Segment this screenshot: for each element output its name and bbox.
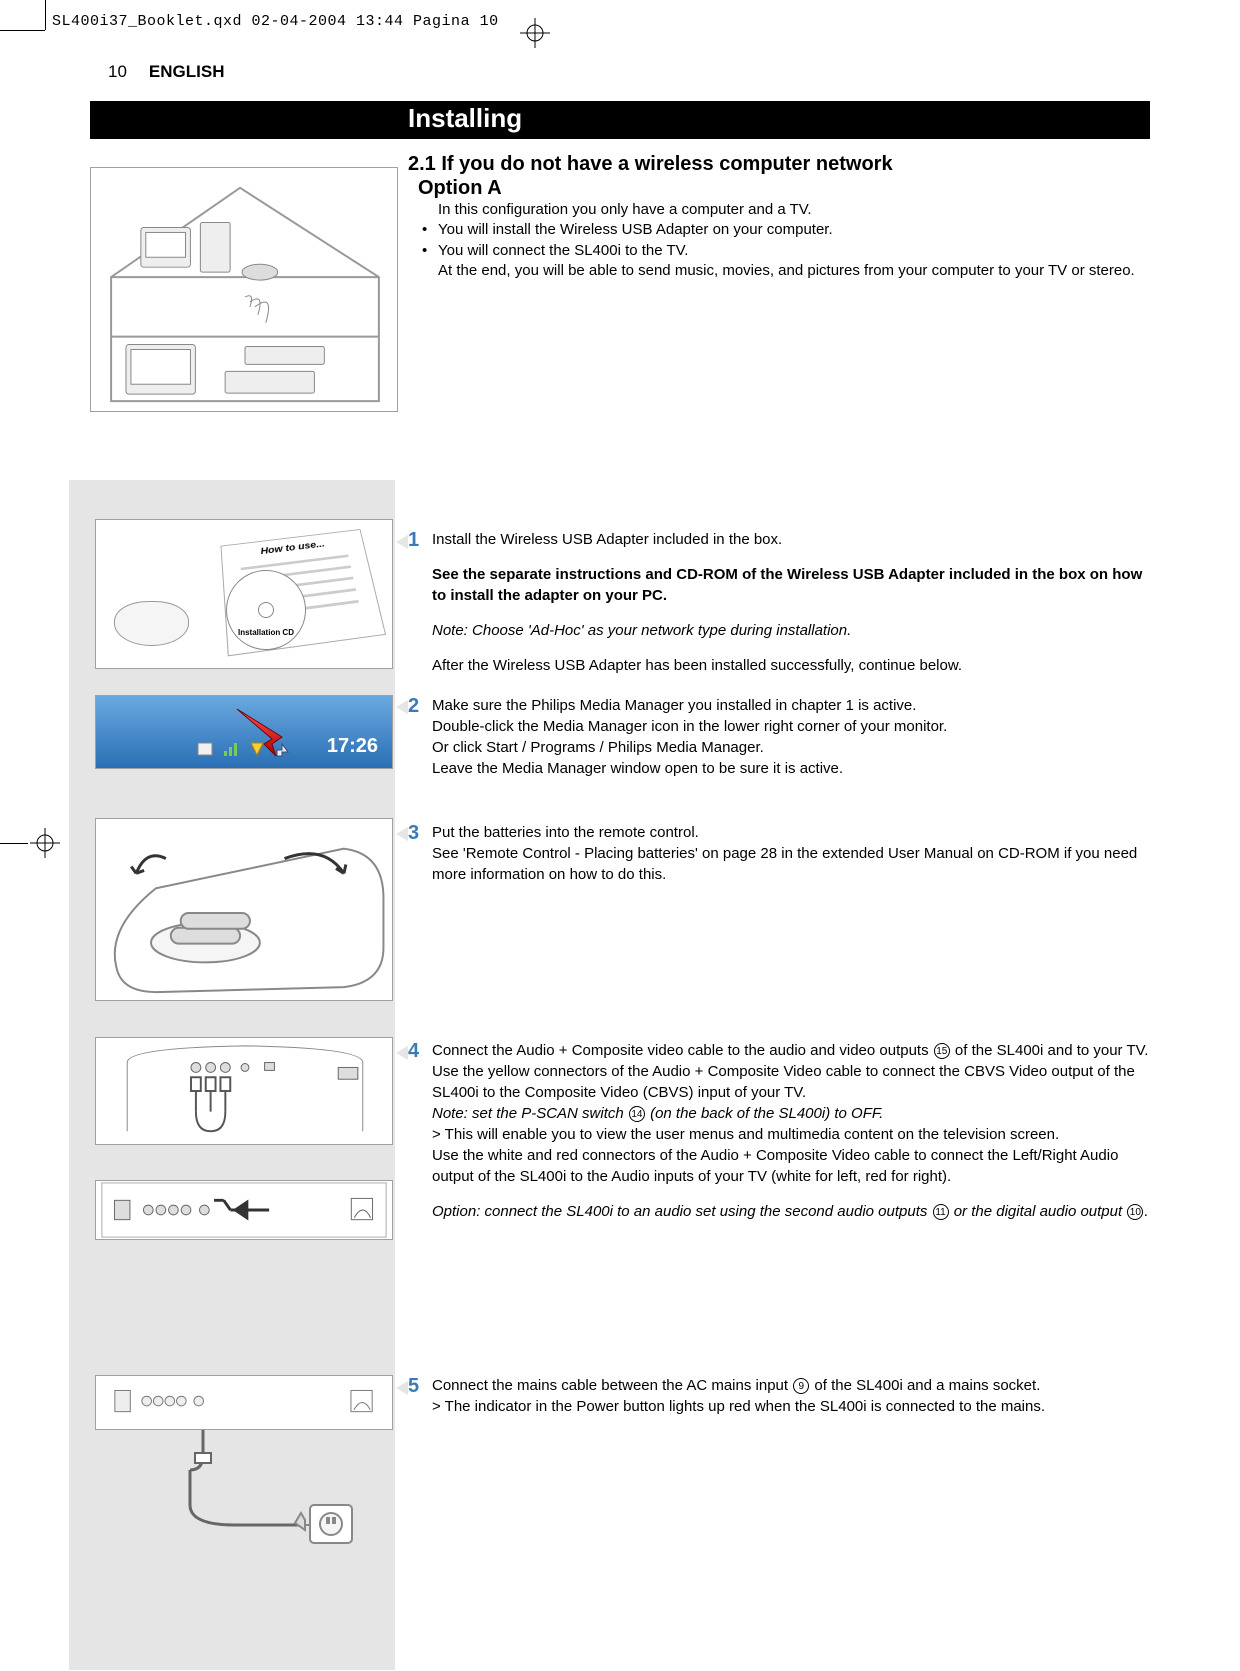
page-header: 10 ENGLISH (108, 62, 224, 82)
section-title-option: Option A (418, 177, 502, 199)
step-3-b: See 'Remote Control - Placing batteries'… (432, 843, 1150, 885)
crop-mark (45, 0, 46, 30)
step-5: 5 Connect the mains cable between the AC… (432, 1375, 1150, 1417)
house-diagram (90, 167, 398, 412)
illus-cd-howto: How to use... Installation CD (95, 519, 393, 669)
illus-mains (95, 1375, 393, 1545)
red-arrow-icon (232, 704, 287, 764)
illus-composite-out (95, 1037, 393, 1145)
step-number: 3 (408, 822, 419, 845)
notch (396, 535, 408, 549)
file-header: SL400i37_Booklet.qxd 02-04-2004 13:44 Pa… (52, 13, 499, 30)
step-1-bold: See the separate instructions and CD-ROM… (432, 564, 1150, 606)
step-1: 1 Install the Wireless USB Adapter inclu… (432, 529, 1150, 676)
clock-time: 17:26 (327, 735, 378, 758)
step-1-lead: Install the Wireless USB Adapter include… (432, 529, 1150, 550)
notch (396, 827, 408, 841)
step-3-lead: Put the batteries into the remote contro… (432, 822, 1150, 843)
crop-mark (0, 30, 45, 31)
intro-bullet: You will install the Wireless USB Adapte… (408, 220, 1148, 240)
mouse-icon (114, 601, 189, 646)
step-4-note: Note: set the P-SCAN switch 14 (on the b… (432, 1103, 1150, 1124)
section-heading: 2.1 If you do not have a wireless comput… (408, 152, 1148, 200)
title-bar: Installing (90, 101, 1150, 139)
illus-remote-batteries (95, 818, 393, 1001)
step-4-lead: Connect the Audio + Composite video cabl… (432, 1040, 1150, 1061)
crop-mark (0, 843, 28, 844)
registration-mark (520, 18, 550, 53)
intro-line: In this configuration you only have a co… (408, 200, 1148, 220)
intro-block: In this configuration you only have a co… (408, 200, 1148, 281)
install-cd: Installation CD (226, 570, 306, 650)
intro-bullet: You will connect the SL400i to the TV. (408, 241, 1148, 261)
ref-circle: 10 (1127, 1204, 1143, 1220)
step-2-c: Or click Start / Programs / Philips Medi… (432, 737, 1150, 758)
step-5-result: The indicator in the Power button lights… (432, 1396, 1150, 1417)
illus-taskbar: 17:26 (95, 695, 393, 769)
step-2: 2 Make sure the Philips Media Manager yo… (432, 695, 1150, 779)
notch (396, 1381, 408, 1395)
language-label: ENGLISH (149, 62, 225, 81)
step-number: 4 (408, 1040, 419, 1063)
cd-label: Installation CD (227, 628, 305, 637)
step-2-b: Double-click the Media Manager icon in t… (432, 716, 1150, 737)
notch (396, 700, 408, 714)
notch (396, 1046, 408, 1060)
step-2-d: Leave the Media Manager window open to b… (432, 758, 1150, 779)
page-number: 10 (108, 62, 127, 81)
step-number: 2 (408, 695, 419, 718)
ref-circle: 14 (629, 1106, 645, 1122)
ref-circle: 9 (793, 1378, 809, 1394)
ref-circle: 11 (933, 1204, 949, 1220)
illus-composite-tv (95, 1180, 393, 1240)
step-2-lead: Make sure the Philips Media Manager you … (432, 695, 1150, 716)
step-1-after: After the Wireless USB Adapter has been … (432, 655, 1150, 676)
step-4: 4 Connect the Audio + Composite video ca… (432, 1040, 1150, 1222)
step-number: 5 (408, 1375, 419, 1398)
step-4-result: This will enable you to view the user me… (432, 1124, 1150, 1145)
ref-circle: 15 (934, 1043, 950, 1059)
step-number: 1 (408, 529, 419, 552)
step-4-option: Option: connect the SL400i to an audio s… (432, 1201, 1150, 1222)
section-title-main: 2.1 If you do not have a wireless comput… (408, 153, 893, 175)
chapter-title: Installing (408, 103, 522, 134)
step-3: 3 Put the batteries into the remote cont… (432, 822, 1150, 885)
step-5-lead: Connect the mains cable between the AC m… (432, 1375, 1150, 1396)
registration-mark (30, 828, 60, 863)
step-4-e: Use the white and red connectors of the … (432, 1145, 1150, 1187)
step-4-b: Use the yellow connectors of the Audio +… (432, 1061, 1150, 1103)
intro-after: At the end, you will be able to send mus… (408, 261, 1148, 281)
tray-icon (196, 740, 214, 758)
step-1-note: Note: Choose 'Ad-Hoc' as your network ty… (432, 620, 1150, 641)
